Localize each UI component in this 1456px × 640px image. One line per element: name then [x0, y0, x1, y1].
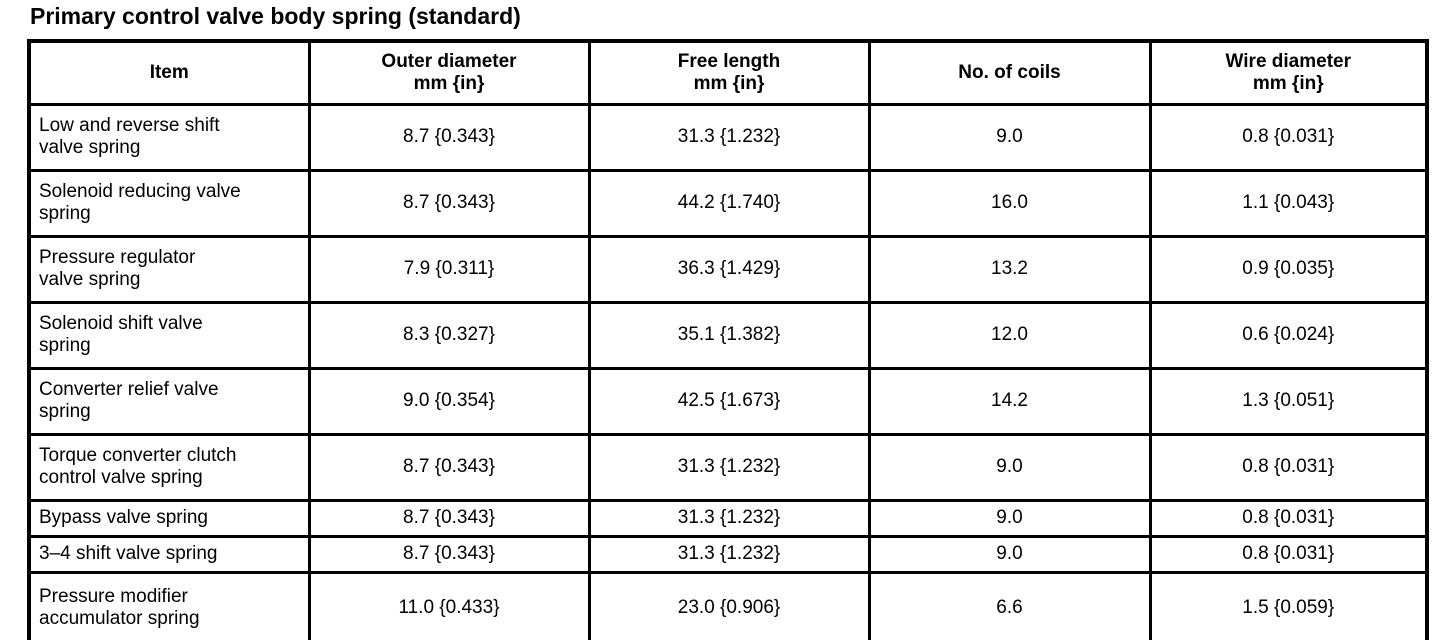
- cell-wire-diameter: 1.3 {0.051}: [1148, 366, 1429, 436]
- cell-wire-diameter: 0.6 {0.024}: [1148, 300, 1429, 370]
- cell-free-length: 31.3 {1.232}: [587, 534, 871, 574]
- cell-free-length: 31.3 {1.232}: [587, 432, 871, 502]
- cell-wire-diameter: 0.9 {0.035}: [1148, 234, 1429, 304]
- cell-outer-diameter: 8.3 {0.327}: [307, 300, 591, 370]
- cell-item: 3–4 shift valve spring: [27, 534, 311, 574]
- col-header-no-of-coils: No. of coils: [867, 39, 1152, 106]
- col-header-outer-diameter: Outer diameter mm {in}: [307, 39, 591, 106]
- cell-item: Torque converter clutch control valve sp…: [27, 432, 311, 502]
- table-row: Solenoid shift valve spring 8.3 {0.327} …: [27, 300, 1429, 370]
- cell-wire-diameter: 0.8 {0.031}: [1148, 534, 1429, 574]
- table-row: Low and reverse shift valve spring 8.7 {…: [27, 102, 1429, 172]
- page-title: Primary control valve body spring (stand…: [30, 3, 521, 29]
- cell-no-of-coils: 9.0: [867, 432, 1152, 502]
- cell-outer-diameter: 8.7 {0.343}: [307, 432, 591, 502]
- cell-outer-diameter: 8.7 {0.343}: [307, 498, 591, 538]
- cell-no-of-coils: 9.0: [867, 534, 1152, 574]
- cell-wire-diameter: 1.5 {0.059}: [1148, 570, 1429, 640]
- cell-no-of-coils: 14.2: [867, 366, 1152, 436]
- cell-outer-diameter: 8.7 {0.343}: [307, 102, 591, 172]
- cell-no-of-coils: 9.0: [867, 498, 1152, 538]
- cell-item: Pressure modifier accumulator spring: [27, 570, 311, 640]
- cell-outer-diameter: 7.9 {0.311}: [307, 234, 591, 304]
- cell-no-of-coils: 16.0: [867, 168, 1152, 238]
- cell-free-length: 42.5 {1.673}: [587, 366, 871, 436]
- cell-item: Low and reverse shift valve spring: [27, 102, 311, 172]
- cell-free-length: 44.2 {1.740}: [587, 168, 871, 238]
- spring-spec-table: Item Outer diameter mm {in} Free length …: [27, 38, 1429, 640]
- table-row: 3–4 shift valve spring 8.7 {0.343} 31.3 …: [27, 534, 1429, 574]
- cell-no-of-coils: 9.0: [867, 102, 1152, 172]
- cell-wire-diameter: 0.8 {0.031}: [1148, 498, 1429, 538]
- table-row: Converter relief valve spring 9.0 {0.354…: [27, 366, 1429, 436]
- cell-item: Pressure regulator valve spring: [27, 234, 311, 304]
- cell-outer-diameter: 8.7 {0.343}: [307, 168, 591, 238]
- cell-outer-diameter: 11.0 {0.433}: [307, 570, 591, 640]
- cell-wire-diameter: 0.8 {0.031}: [1148, 432, 1429, 502]
- cell-outer-diameter: 8.7 {0.343}: [307, 534, 591, 574]
- cell-item: Solenoid shift valve spring: [27, 300, 311, 370]
- header-row: Item Outer diameter mm {in} Free length …: [27, 39, 1429, 106]
- cell-free-length: 36.3 {1.429}: [587, 234, 871, 304]
- table-row: Solenoid reducing valve spring 8.7 {0.34…: [27, 168, 1429, 238]
- table-row: Pressure regulator valve spring 7.9 {0.3…: [27, 234, 1429, 304]
- table-row: Pressure modifier accumulator spring 11.…: [27, 570, 1429, 640]
- table-row: Bypass valve spring 8.7 {0.343} 31.3 {1.…: [27, 498, 1429, 538]
- cell-no-of-coils: 13.2: [867, 234, 1152, 304]
- cell-no-of-coils: 12.0: [867, 300, 1152, 370]
- col-header-item: Item: [27, 39, 311, 106]
- cell-free-length: 35.1 {1.382}: [587, 300, 871, 370]
- table-row: Torque converter clutch control valve sp…: [27, 432, 1429, 502]
- cell-item: Converter relief valve spring: [27, 366, 311, 436]
- cell-item: Bypass valve spring: [27, 498, 311, 538]
- col-header-wire-diameter: Wire diameter mm {in}: [1148, 39, 1429, 106]
- cell-free-length: 23.0 {0.906}: [587, 570, 871, 640]
- cell-free-length: 31.3 {1.232}: [587, 498, 871, 538]
- cell-wire-diameter: 0.8 {0.031}: [1148, 102, 1429, 172]
- cell-no-of-coils: 6.6: [867, 570, 1152, 640]
- cell-item: Solenoid reducing valve spring: [27, 168, 311, 238]
- cell-free-length: 31.3 {1.232}: [587, 102, 871, 172]
- col-header-free-length: Free length mm {in}: [587, 39, 871, 106]
- cell-outer-diameter: 9.0 {0.354}: [307, 366, 591, 436]
- cell-wire-diameter: 1.1 {0.043}: [1148, 168, 1429, 238]
